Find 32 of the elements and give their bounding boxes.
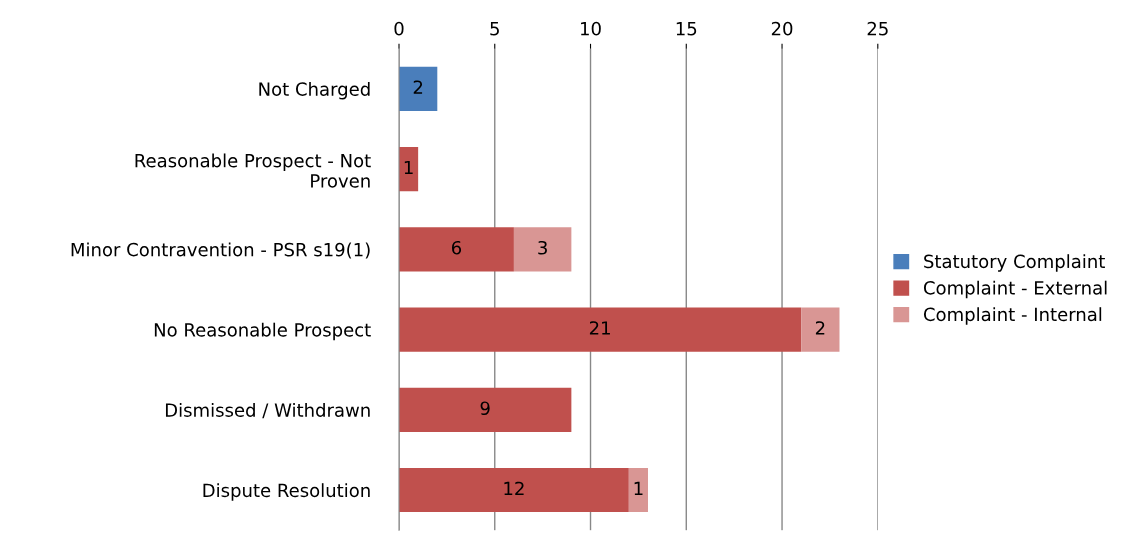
y-tick-label: No Reasonable Prospect <box>154 322 371 341</box>
bar <box>513 227 572 272</box>
data-label: 6 <box>451 240 462 255</box>
x-tick-label: 25 <box>867 21 888 36</box>
bar <box>399 307 802 352</box>
x-tick-label: 5 <box>490 22 499 36</box>
x-tick-label: 15 <box>676 22 697 36</box>
bar <box>399 227 514 272</box>
y-tick-label: Not Charged <box>259 81 370 100</box>
data-label: 12 <box>504 481 524 496</box>
data-label: 3 <box>538 240 547 255</box>
x-tick-label: 20 <box>771 21 793 36</box>
bar <box>399 467 629 513</box>
legend-label: Complaint - Internal <box>923 307 1102 325</box>
x-tick-label: 0 <box>394 21 404 36</box>
y-tick-label: Dispute Resolution <box>203 483 370 501</box>
bar <box>628 467 648 513</box>
y-tick-label: Dismissed / Withdrawn <box>165 402 370 419</box>
bar <box>801 307 840 352</box>
data-label: 1 <box>634 481 643 496</box>
y-tick-label: Reasonable Prospect - Not Proven <box>135 153 371 188</box>
legend-label: Complaint - External <box>923 280 1107 299</box>
data-label: 9 <box>480 401 490 416</box>
data-label: 2 <box>413 80 423 94</box>
x-tick-label: 10 <box>581 21 601 36</box>
data-label: 2 <box>815 321 825 335</box>
data-label: 1 <box>404 160 413 175</box>
data-label: 21 <box>589 321 610 335</box>
legend-label: Statutory Complaint <box>924 254 1105 272</box>
bar <box>399 66 438 111</box>
y-tick-label: Minor Contravention - PSR s19(1) <box>71 242 370 259</box>
bar <box>399 387 572 432</box>
